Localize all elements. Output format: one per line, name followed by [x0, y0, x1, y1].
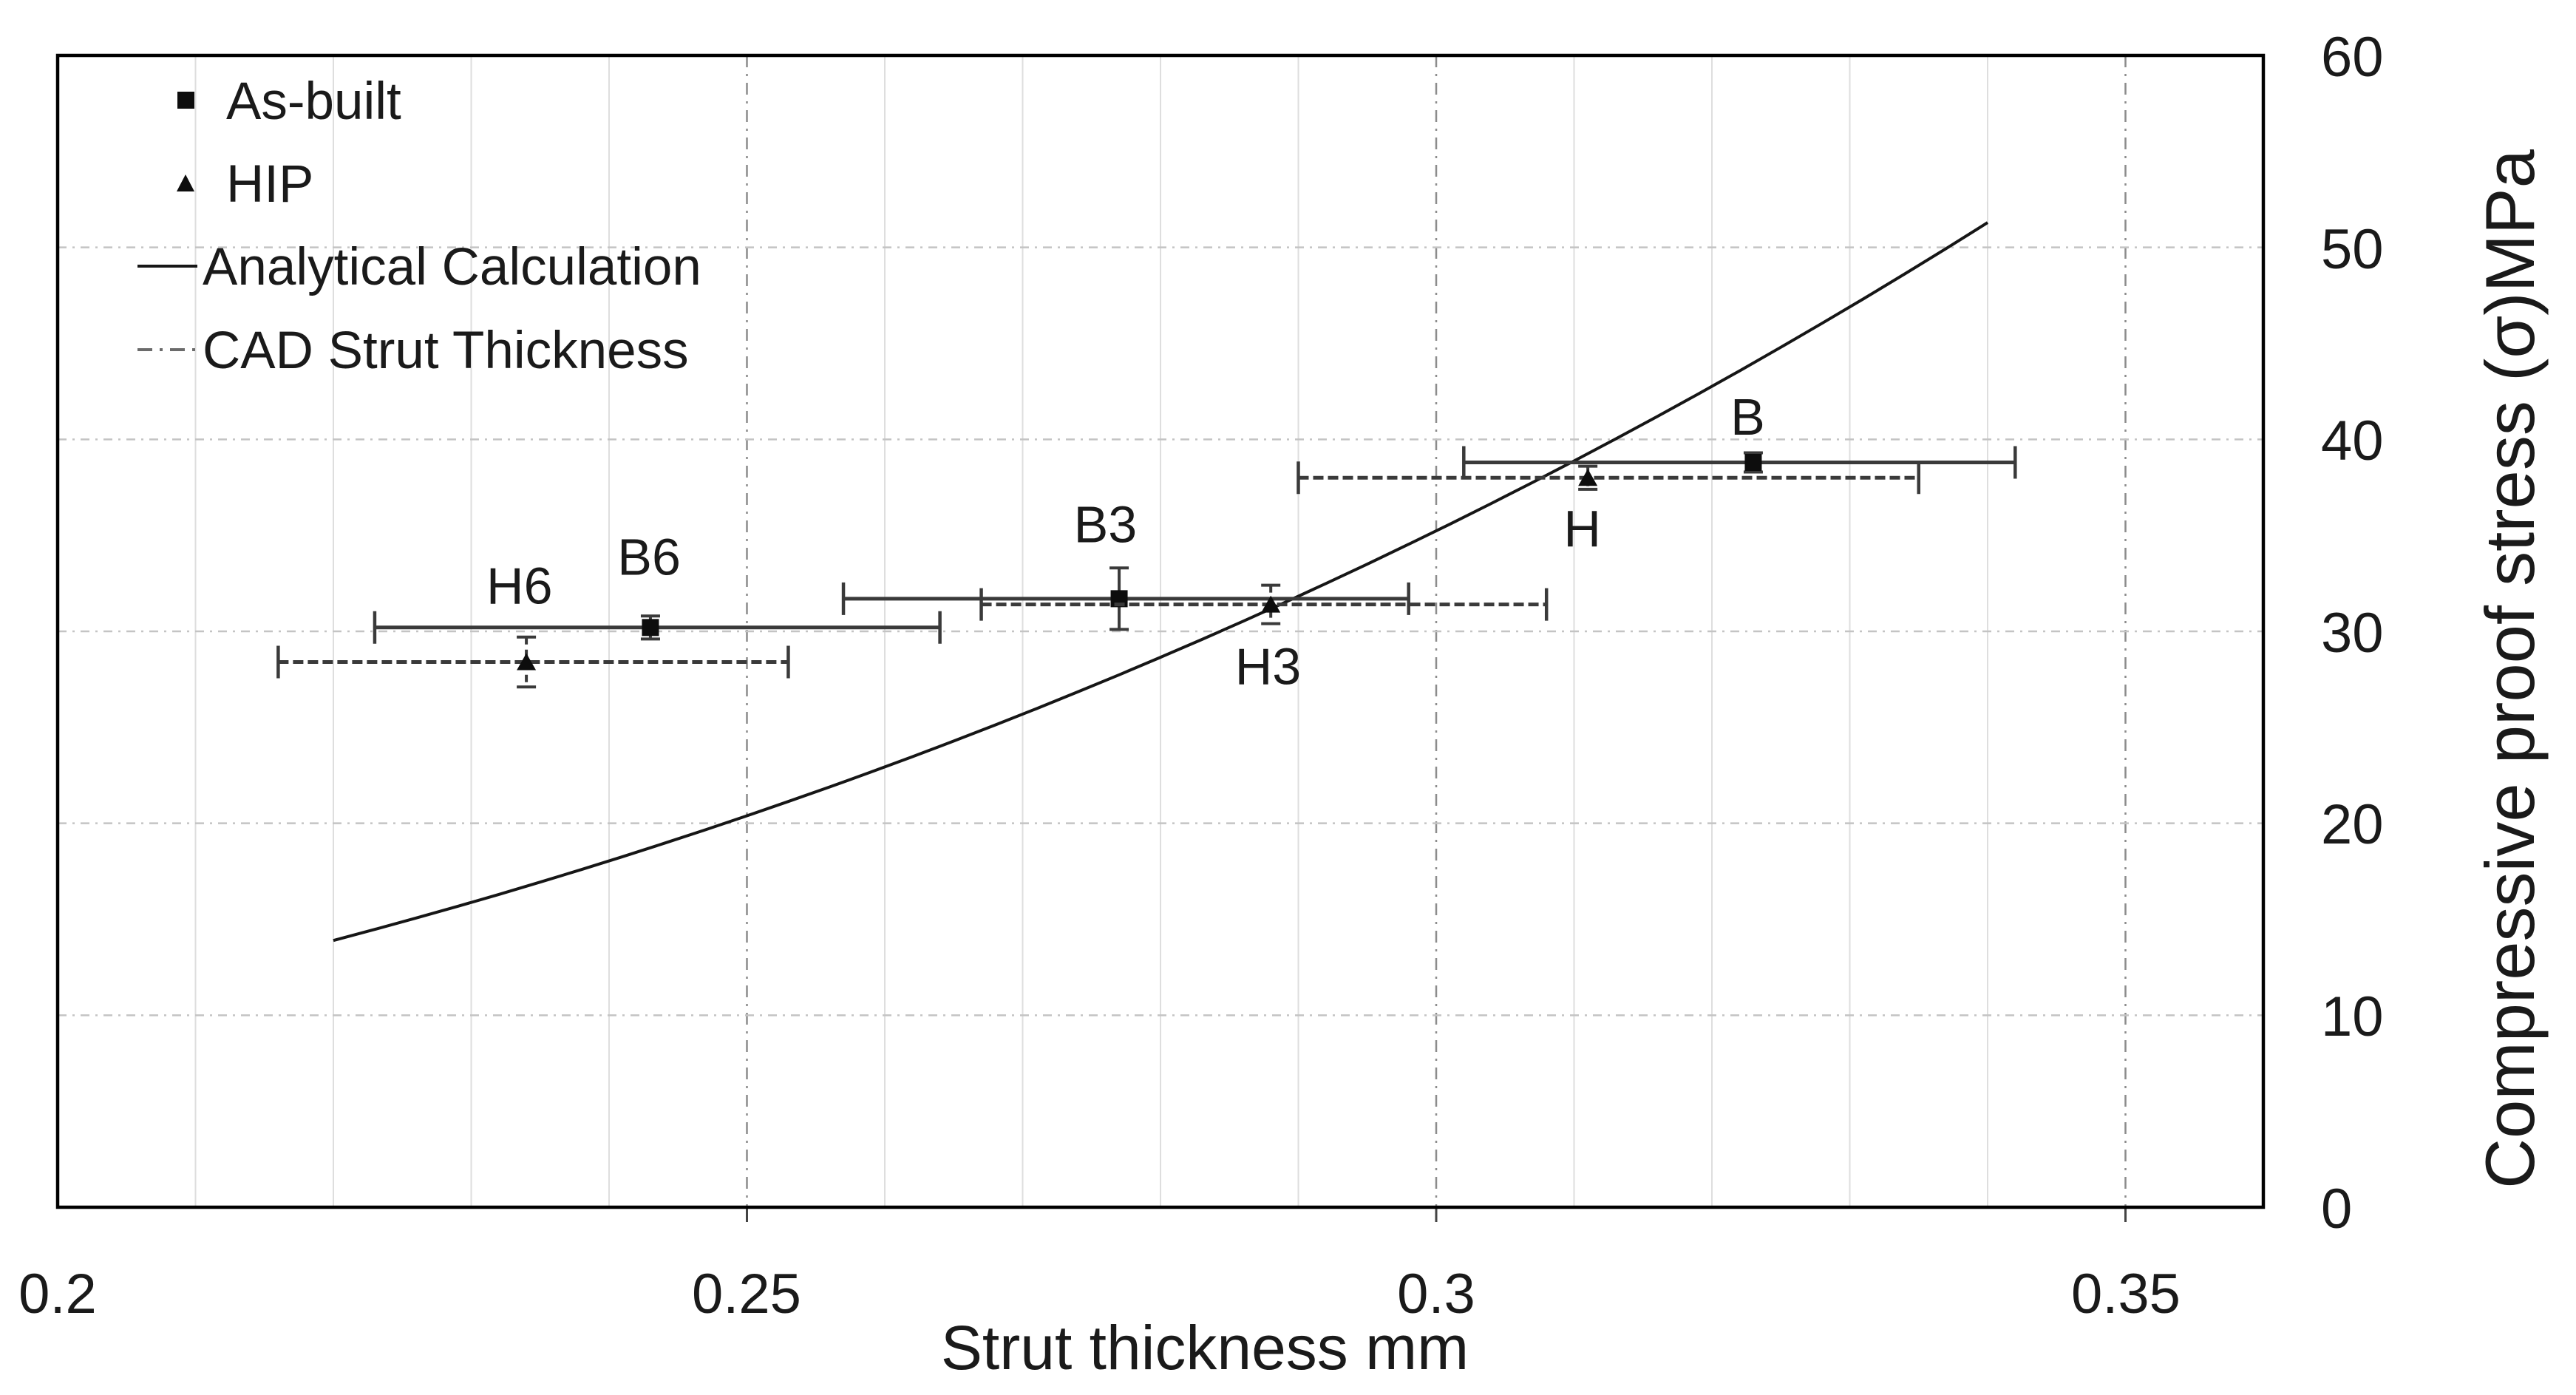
x-axis-ticks: [746, 1207, 2127, 1222]
point-H3: [979, 583, 1549, 625]
legend-label: CAD Strut Thickness: [203, 322, 689, 380]
point-B3: [841, 566, 1410, 631]
square-marker: [642, 619, 659, 637]
point-label-H6: H6: [486, 557, 552, 615]
legend-item-hip: HIP: [177, 155, 313, 214]
point-H: [1297, 461, 1920, 495]
x-tick-label: 0.3: [1397, 1263, 1475, 1326]
analytical-curve: [333, 221, 1989, 943]
legend-label: Analytical Calculation: [203, 238, 701, 296]
x-axis-title: Strut thickness mm: [941, 1313, 1469, 1382]
data-series: [276, 446, 2017, 689]
point-labels: B6 B3 B H6 H3 H: [486, 388, 1765, 696]
triangle-marker: [517, 653, 537, 671]
point-H6: [276, 635, 790, 689]
y-tick-label: 10: [2321, 985, 2384, 1048]
y-tick-label: 30: [2321, 602, 2384, 665]
legend-label: As-built: [226, 72, 401, 131]
point-label-H: H: [1563, 500, 1601, 557]
point-B6: [373, 611, 942, 644]
point-label-H3: H3: [1235, 638, 1301, 696]
point-B: [1462, 446, 2017, 479]
point-label-B6: B6: [617, 529, 681, 586]
x-tick-labels: 0.2 0.25 0.3 0.35: [18, 1263, 2181, 1326]
y-tick-label: 50: [2321, 218, 2384, 281]
y-tick-label: 20: [2321, 793, 2384, 856]
legend: As-built HIP Analytical Calculation CAD …: [137, 72, 701, 380]
y-axis-title: Compressive proof stress (σ)MPa: [2471, 149, 2549, 1188]
y-tick-label: 40: [2321, 410, 2384, 472]
x-tick-label: 0.35: [2071, 1263, 2181, 1326]
legend-label: HIP: [226, 155, 313, 214]
legend-item-as-built: As-built: [177, 72, 401, 131]
triangle-marker-icon: [177, 174, 194, 191]
triangle-marker: [1261, 595, 1281, 613]
x-tick-label: 0.2: [18, 1263, 97, 1326]
x-tick-label: 0.25: [692, 1263, 801, 1326]
plot-border: [55, 53, 2266, 1209]
square-marker: [1744, 453, 1762, 471]
triangle-marker: [1578, 469, 1598, 486]
y-gridlines: [58, 246, 2263, 1016]
legend-item-cad: CAD Strut Thickness: [137, 322, 689, 380]
point-label-B3: B3: [1074, 496, 1138, 554]
y-tick-labels: 0 10 20 30 40 50 60: [2321, 26, 2384, 1240]
y-tick-label: 0: [2321, 1178, 2352, 1240]
point-label-B: B: [1730, 388, 1765, 446]
y-tick-label: 60: [2321, 26, 2384, 89]
legend-item-analytical: Analytical Calculation: [137, 238, 701, 296]
square-marker-icon: [177, 92, 194, 109]
